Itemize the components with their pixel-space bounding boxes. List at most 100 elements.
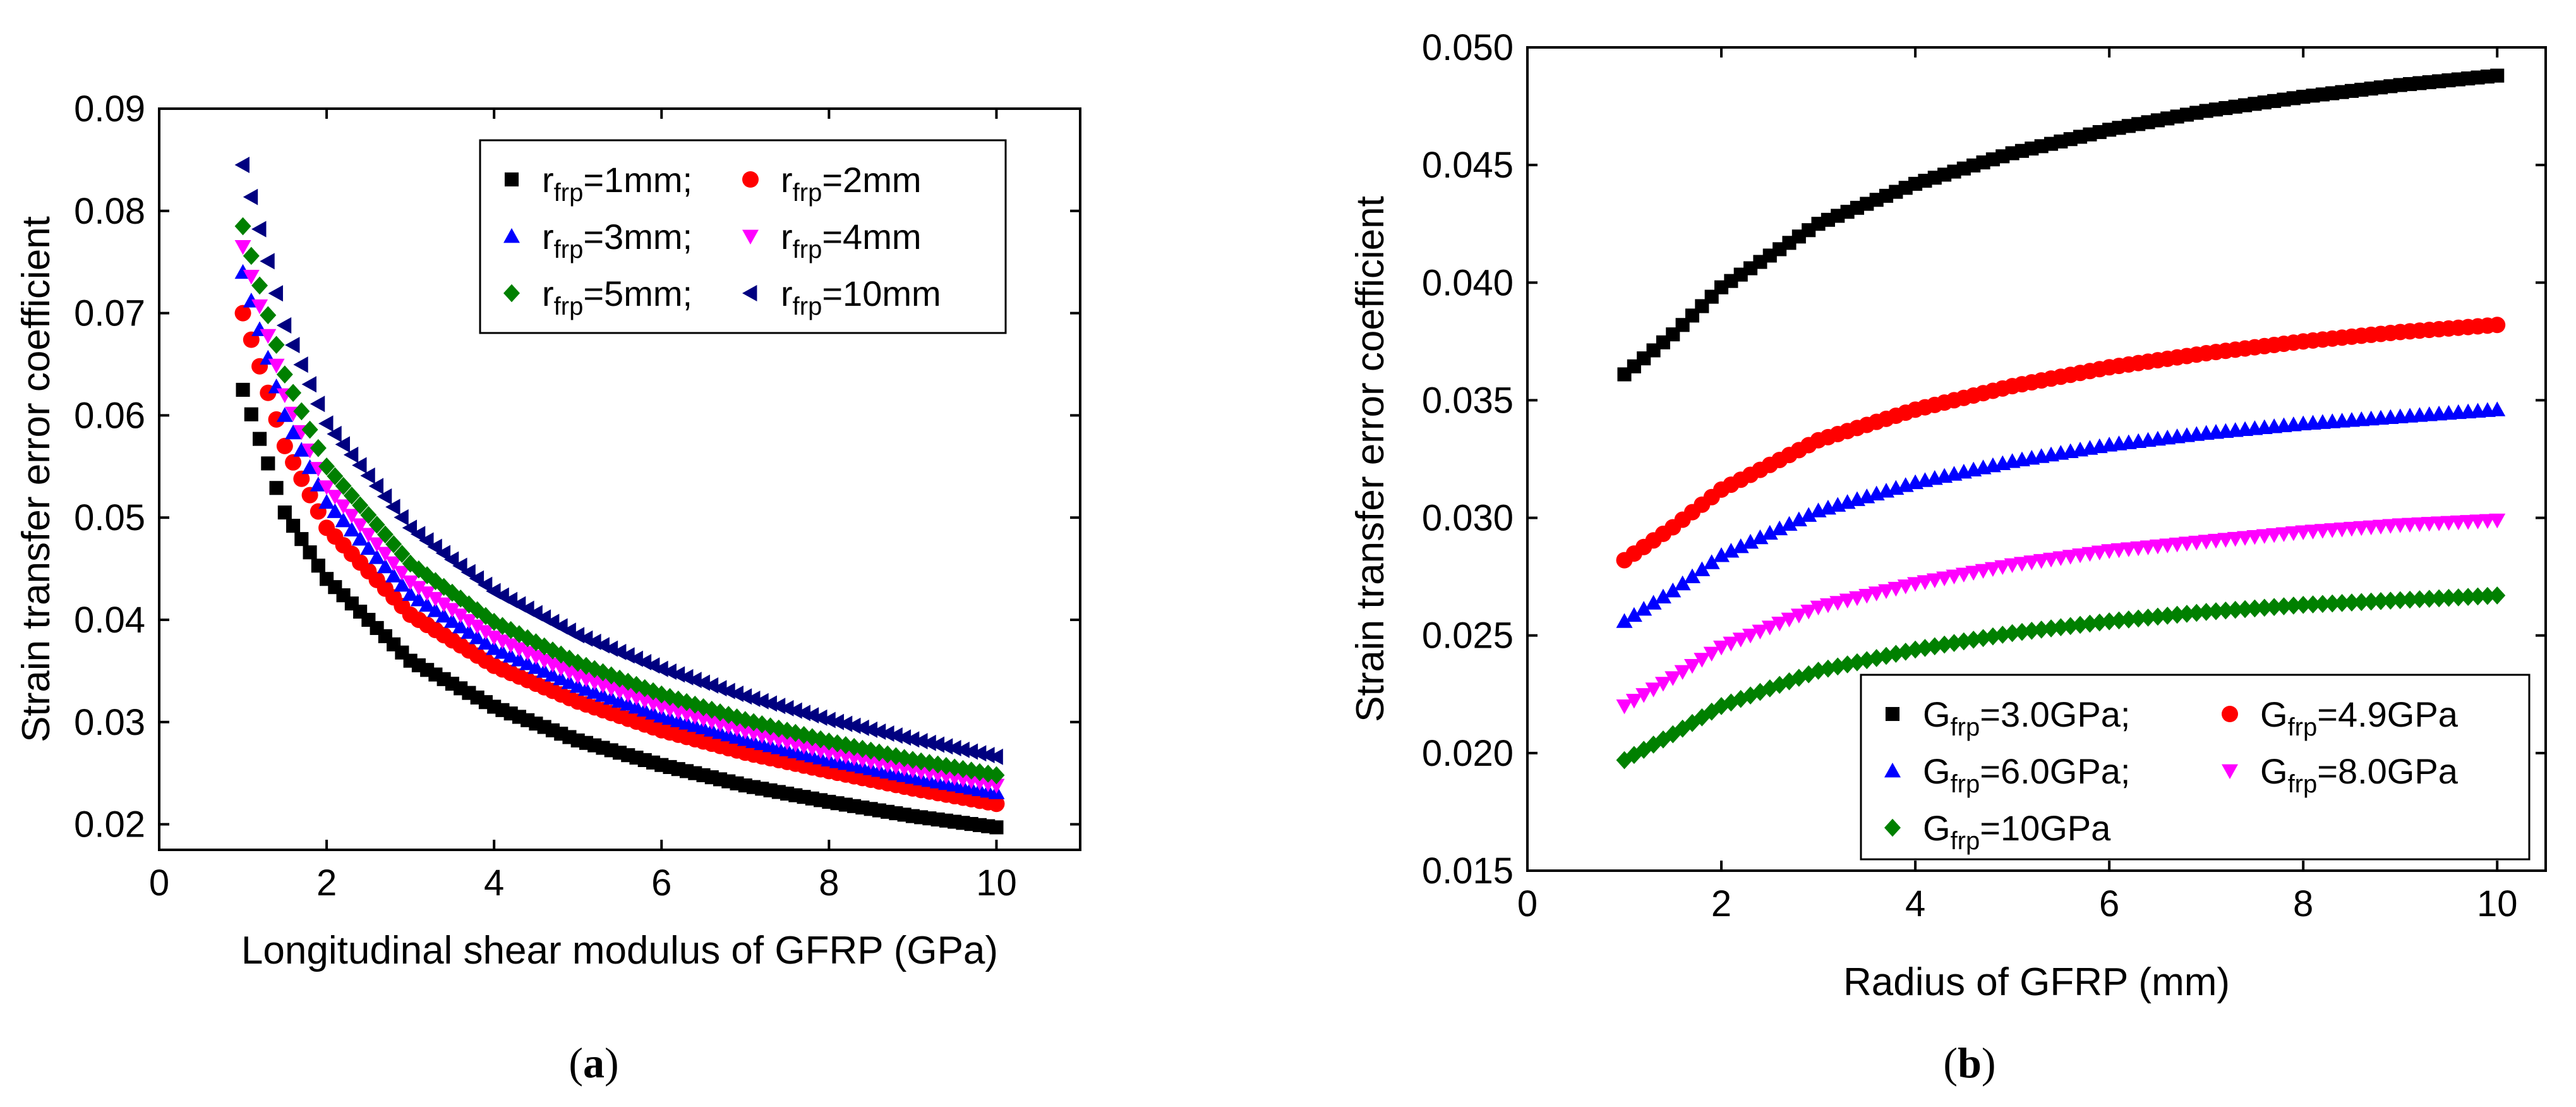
data-point (2091, 545, 2108, 560)
series-4 (234, 217, 1005, 785)
data-point (971, 745, 987, 762)
data-point (276, 317, 292, 334)
x-tick-label: 4 (484, 862, 504, 904)
data-point (2489, 317, 2506, 334)
data-point (343, 446, 359, 463)
data-point (352, 457, 367, 474)
data-point (988, 778, 1005, 794)
data-point (1868, 586, 1885, 602)
y-tick-label: 0.09 (74, 88, 145, 130)
data-point (553, 670, 570, 686)
legend-marker (742, 285, 757, 301)
data-point (510, 642, 527, 657)
data-point (419, 532, 434, 549)
legend-marker (1884, 763, 1901, 778)
series-1 (234, 305, 1005, 813)
data-point (1683, 658, 1700, 674)
legend-label: Gfrp=10GPa (1923, 808, 2111, 855)
data-point (352, 496, 369, 515)
data-point (243, 246, 260, 265)
data-point (779, 699, 794, 717)
data-point (276, 365, 293, 384)
data-point (486, 631, 503, 646)
y-tick-label: 0.08 (74, 191, 145, 232)
data-point (2091, 613, 2108, 632)
data-point (989, 820, 1004, 835)
legend-label: Gfrp=3.0GPa; (1923, 694, 2130, 741)
data-point (2072, 548, 2089, 564)
data-point (443, 613, 460, 628)
plot-frame (1526, 46, 2547, 872)
data-point (2052, 618, 2069, 636)
data-point (234, 240, 251, 255)
data-point (1761, 620, 1778, 636)
data-point (2440, 588, 2457, 607)
data-point (318, 415, 334, 432)
x-tick-label: 10 (976, 862, 1017, 904)
data-point (293, 470, 310, 487)
data-point (285, 424, 302, 440)
data-point (1616, 699, 1633, 715)
x-tick-label: 8 (819, 862, 839, 904)
data-point (368, 537, 385, 552)
legend-label: Gfrp=6.0GPa; (1923, 751, 2130, 798)
data-point (803, 707, 819, 724)
data-point (2333, 594, 2350, 612)
data-point (1703, 554, 1720, 569)
data-point (1645, 682, 1662, 698)
data-point (2489, 513, 2506, 529)
legend-marker (1884, 818, 1901, 837)
data-point (343, 509, 360, 524)
y-tick-label: 0.02 (74, 804, 145, 845)
data-point (2402, 590, 2419, 609)
data-point (2489, 401, 2506, 416)
data-point (1878, 646, 1895, 665)
data-point (469, 601, 486, 620)
y-axis-title: Strain transfer error coefficient (1349, 196, 1392, 722)
legend-box (479, 139, 1007, 334)
data-point (376, 525, 394, 544)
data-point (2013, 557, 2030, 572)
data-point (929, 736, 945, 753)
data-point (821, 711, 836, 729)
data-point (285, 454, 302, 471)
data-point (494, 617, 511, 635)
data-point (2489, 586, 2506, 605)
data-point (234, 156, 250, 173)
data-point (2043, 619, 2060, 638)
data-point (385, 499, 400, 516)
data-point (368, 549, 385, 564)
x-tick-label: 8 (2293, 883, 2313, 924)
data-point (261, 456, 275, 471)
data-point (286, 519, 301, 533)
data-point (360, 505, 377, 524)
data-point (2460, 588, 2477, 606)
data-point (1790, 608, 1807, 624)
data-point (251, 299, 268, 315)
data-point (243, 269, 260, 285)
data-point (293, 402, 310, 421)
data-point (2004, 558, 2021, 574)
data-point (1781, 612, 1798, 628)
data-point (1936, 571, 1953, 586)
data-point (244, 407, 258, 421)
data-point (1713, 547, 1730, 562)
data-point (385, 567, 402, 583)
data-point (477, 625, 494, 640)
data-point (251, 221, 267, 238)
data-point (268, 358, 285, 374)
data-point (469, 619, 486, 634)
data-point (1810, 600, 1827, 616)
data-point (2198, 603, 2215, 621)
legend-marker (742, 229, 759, 245)
data-point (1654, 677, 1671, 692)
x-tick-label: 2 (1711, 883, 1731, 924)
data-point (276, 437, 293, 454)
x-tick-label: 6 (651, 862, 671, 904)
data-point (427, 591, 444, 607)
data-point (419, 586, 436, 602)
data-point (1742, 533, 1759, 549)
data-point (1781, 516, 1798, 531)
legend-label: rfrp=5mm; (542, 274, 692, 320)
chart-panel-b: 0 2 4 6 8 10 0.015 0.020 0.025 0.030 0.035 0.040 0.0… (1349, 27, 2547, 1004)
